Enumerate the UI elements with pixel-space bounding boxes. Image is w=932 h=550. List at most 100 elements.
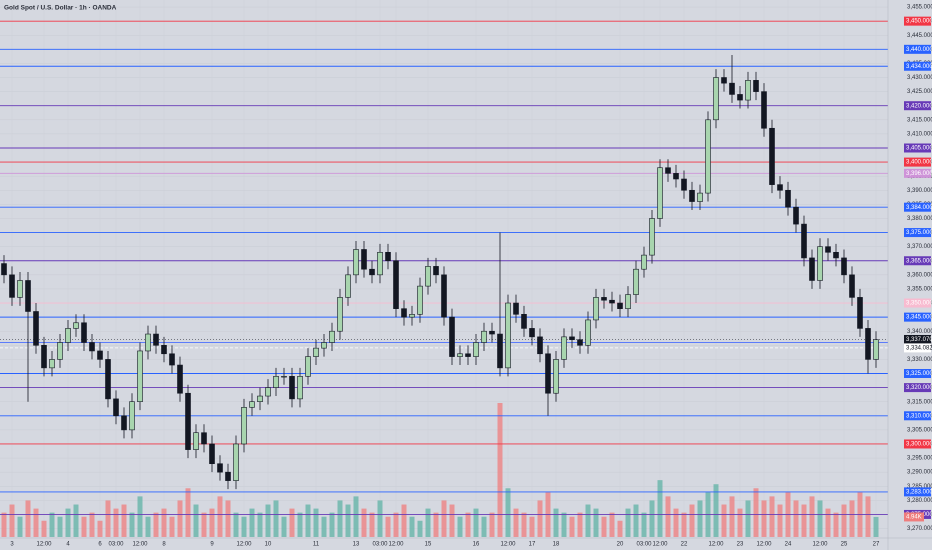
y-tick-label: 3,355.000 xyxy=(907,287,932,293)
y-tick-label: 3,270.000 xyxy=(907,526,932,532)
candle-body xyxy=(873,339,879,360)
volume-bar xyxy=(281,516,287,537)
candle-body xyxy=(305,356,311,377)
candle-body xyxy=(649,218,655,256)
volume-bar xyxy=(65,508,71,537)
y-tick-label: 3,340.000 xyxy=(907,329,932,335)
volume-bar xyxy=(289,508,295,537)
candle-body xyxy=(9,274,15,298)
candle-body xyxy=(385,251,391,262)
volume-bar xyxy=(233,512,239,537)
volume-bar xyxy=(169,516,175,537)
level-label-bg xyxy=(904,439,931,449)
candle-body xyxy=(161,345,167,355)
candle-body xyxy=(617,302,623,309)
volume-bar xyxy=(489,512,495,537)
volume-bar xyxy=(81,516,87,537)
volume-bar xyxy=(49,512,55,537)
volume-bar xyxy=(817,500,823,537)
volume-bar xyxy=(89,512,95,537)
candles-layer xyxy=(1,54,879,490)
candle-body xyxy=(297,376,303,400)
volume-bar xyxy=(801,504,807,537)
x-tick-label: 03:00 xyxy=(108,542,124,548)
candle-body xyxy=(665,167,671,174)
volume-bar xyxy=(617,520,623,537)
candle-body xyxy=(545,353,551,394)
candle-body xyxy=(753,80,759,92)
volume-bar xyxy=(145,516,151,537)
y-tick-label: 3,425.000 xyxy=(907,89,932,95)
candle-body xyxy=(585,319,591,346)
volume-bar xyxy=(753,488,759,537)
x-tick-label: 12:00 xyxy=(236,542,252,548)
candle-body xyxy=(465,353,471,357)
volume-bar xyxy=(265,504,271,537)
volume-bar xyxy=(161,508,167,537)
candle-body xyxy=(17,280,23,298)
candle-body xyxy=(745,80,751,101)
axis-layer: 3,270.0003,275.0003,280.0003,285.0003,29… xyxy=(10,5,932,548)
candle-body xyxy=(713,77,719,121)
volume-bar xyxy=(841,504,847,537)
candle-body xyxy=(857,297,863,329)
candle-body xyxy=(233,443,239,481)
level-label-bg xyxy=(904,157,931,167)
candle-body xyxy=(721,77,727,84)
volume-bar xyxy=(273,500,279,537)
x-tick-label: 12:00 xyxy=(132,542,148,548)
x-tick-label: 12:00 xyxy=(500,542,516,548)
volume-bar xyxy=(729,496,735,537)
candle-body xyxy=(785,189,791,208)
volume-bar xyxy=(625,508,631,537)
level-label-bg xyxy=(904,168,931,178)
candle-body xyxy=(441,274,447,318)
candle-body xyxy=(377,251,383,276)
candle-body xyxy=(169,353,175,366)
volume-bar xyxy=(121,504,127,537)
volume-bar xyxy=(465,512,471,537)
candle-body xyxy=(257,395,263,402)
volume-bar xyxy=(297,512,303,537)
level-label-bg xyxy=(904,44,931,54)
volume-bar xyxy=(305,504,311,537)
volume-bar xyxy=(665,496,671,537)
volume-bar xyxy=(745,500,751,537)
candle-body xyxy=(265,387,271,397)
level-label: 3,283.000 xyxy=(906,489,932,495)
volume-bar xyxy=(193,504,199,537)
volume-bar xyxy=(377,500,383,537)
candle-body xyxy=(409,314,415,318)
level-label: 3,440.000 xyxy=(906,47,932,53)
y-tick-label: 3,295.000 xyxy=(907,456,932,462)
candle-body xyxy=(601,297,607,301)
y-tick-label: 3,280.000 xyxy=(907,498,932,504)
volume-bar xyxy=(425,508,431,537)
y-tick-label: 3,430.000 xyxy=(907,75,932,81)
level-label: 3,384.000 xyxy=(906,205,932,211)
x-tick-label: 3 xyxy=(10,542,14,548)
volume-bar xyxy=(249,508,255,537)
volume-bar xyxy=(569,516,575,537)
level-label: 3,400.000 xyxy=(906,160,932,166)
x-tick-label: 12:00 xyxy=(708,542,724,548)
volume-bar xyxy=(449,504,455,537)
candle-body xyxy=(425,266,431,287)
volume-bar xyxy=(689,504,695,537)
level-label-bg xyxy=(904,383,931,393)
candle-body xyxy=(281,376,287,378)
candle-body xyxy=(105,359,111,400)
volume-bar xyxy=(657,480,663,537)
volume-bar xyxy=(1,512,7,537)
volume-bar xyxy=(761,500,767,537)
candle-body xyxy=(153,333,159,346)
candle-body xyxy=(137,350,143,402)
volume-bar xyxy=(777,504,783,537)
price-label: 3,334.082 xyxy=(906,345,932,351)
volume-bar xyxy=(593,508,599,537)
candle-body xyxy=(313,347,319,357)
candle-body xyxy=(401,308,407,318)
candle-body xyxy=(633,268,639,295)
volume-bar xyxy=(385,516,391,537)
